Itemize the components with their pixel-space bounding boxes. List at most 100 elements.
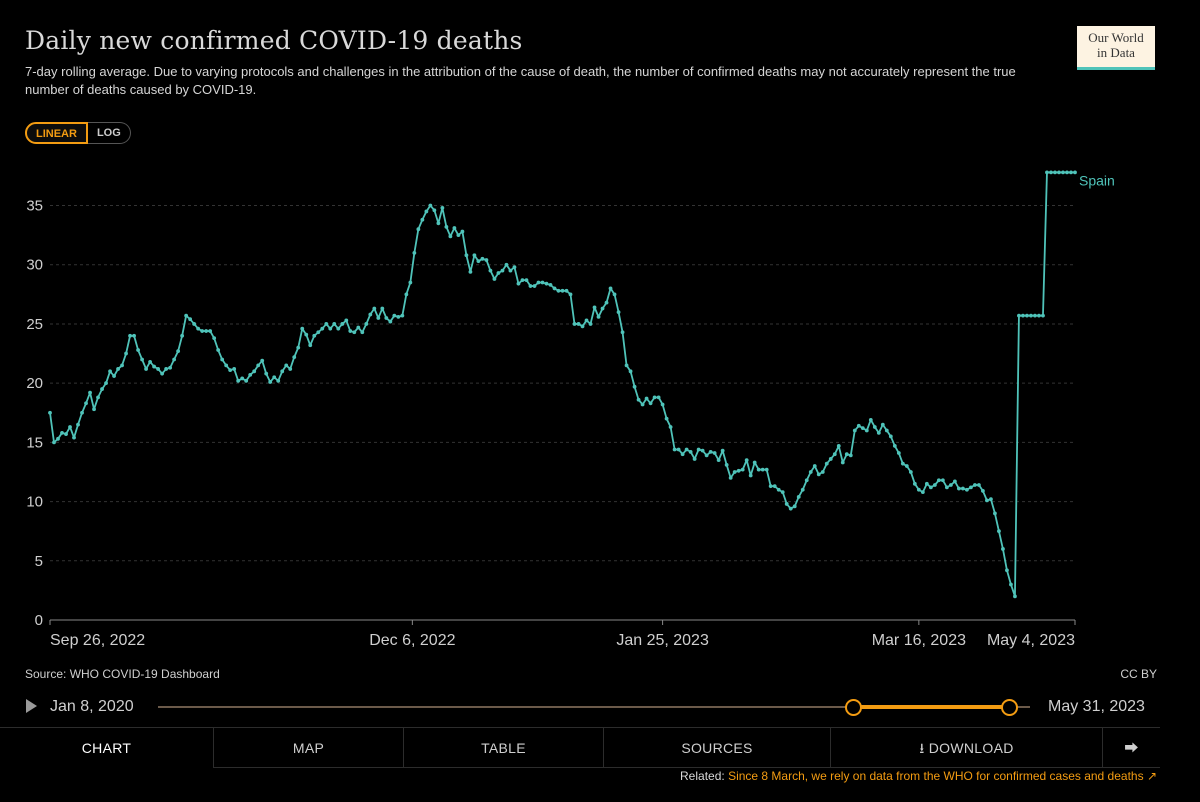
data-point[interactable] (712, 451, 717, 455)
data-point[interactable] (460, 229, 465, 234)
external-link-icon[interactable]: ↗ (1146, 769, 1157, 783)
data-point[interactable] (408, 280, 413, 285)
data-point[interactable] (428, 203, 433, 208)
data-point[interactable] (452, 226, 457, 230)
data-point[interactable] (240, 376, 245, 381)
data-point[interactable] (212, 336, 217, 341)
data-point[interactable] (552, 286, 557, 291)
data-point[interactable] (660, 402, 665, 407)
data-point[interactable] (616, 310, 621, 315)
data-point[interactable] (804, 478, 809, 483)
data-point[interactable] (344, 318, 349, 323)
data-point[interactable] (740, 467, 745, 472)
data-point[interactable] (60, 430, 64, 435)
data-point[interactable] (808, 470, 813, 474)
data-point[interactable] (692, 457, 697, 461)
data-point[interactable] (300, 326, 305, 331)
data-point[interactable] (1069, 170, 1073, 175)
data-point[interactable] (844, 452, 849, 457)
data-point[interactable] (928, 485, 933, 490)
data-point[interactable] (140, 357, 144, 362)
play-icon[interactable] (26, 699, 37, 713)
data-point[interactable] (860, 426, 865, 431)
data-point[interactable] (124, 351, 128, 356)
data-point[interactable] (600, 306, 605, 311)
share-button[interactable]: ⮕ (1102, 728, 1160, 768)
data-point[interactable] (348, 329, 353, 333)
data-point[interactable] (985, 498, 989, 503)
data-point[interactable] (332, 322, 337, 326)
data-point[interactable] (164, 367, 169, 371)
data-point[interactable] (144, 367, 148, 371)
data-point[interactable] (116, 367, 120, 371)
data-point[interactable] (1021, 313, 1025, 318)
data-point[interactable] (824, 461, 829, 466)
data-point[interactable] (392, 313, 397, 318)
data-point[interactable] (736, 468, 741, 473)
timeline-start-handle[interactable] (845, 699, 862, 716)
data-point[interactable] (952, 479, 957, 484)
data-point[interactable] (989, 497, 993, 502)
data-point[interactable] (96, 395, 100, 400)
data-point[interactable] (168, 365, 173, 370)
data-point[interactable] (508, 268, 513, 273)
data-point[interactable] (993, 511, 997, 516)
data-point[interactable] (296, 345, 301, 350)
data-point[interactable] (828, 457, 833, 461)
data-point[interactable] (664, 416, 669, 421)
data-point[interactable] (796, 494, 801, 499)
data-point[interactable] (480, 256, 485, 261)
data-point[interactable] (632, 384, 637, 389)
data-point[interactable] (108, 369, 112, 374)
data-point[interactable] (700, 448, 705, 453)
data-point[interactable] (268, 380, 273, 384)
related-link[interactable]: Since 8 March, we rely on data from the … (728, 769, 1144, 783)
tab-map[interactable]: MAP (213, 728, 403, 768)
data-point[interactable] (136, 348, 140, 352)
data-point[interactable] (336, 326, 341, 331)
data-point[interactable] (372, 306, 377, 311)
data-point[interactable] (288, 367, 293, 371)
data-point[interactable] (1065, 170, 1069, 175)
data-point[interactable] (944, 485, 949, 490)
data-point[interactable] (728, 475, 733, 480)
data-point[interactable] (640, 402, 645, 407)
data-point[interactable] (820, 470, 825, 474)
data-point[interactable] (620, 330, 625, 335)
data-point[interactable] (973, 483, 977, 487)
owid-logo[interactable]: Our World in Data (1077, 26, 1155, 70)
data-point[interactable] (184, 313, 189, 318)
timeline-selected-range[interactable] (853, 705, 1009, 709)
data-point[interactable] (76, 422, 80, 427)
tab-sources[interactable]: SOURCES (603, 728, 830, 768)
data-point[interactable] (384, 316, 389, 320)
data-point[interactable] (512, 265, 517, 270)
data-point[interactable] (1013, 594, 1017, 599)
data-point[interactable] (264, 371, 269, 376)
data-point[interactable] (400, 313, 405, 318)
data-point[interactable] (772, 484, 777, 489)
data-point[interactable] (896, 451, 901, 455)
data-point[interactable] (1029, 313, 1033, 318)
data-point[interactable] (228, 368, 233, 373)
data-point[interactable] (532, 284, 537, 288)
data-point[interactable] (884, 428, 889, 433)
data-point[interactable] (476, 259, 481, 264)
data-point[interactable] (188, 317, 193, 322)
data-point[interactable] (920, 490, 925, 495)
data-point[interactable] (68, 425, 72, 429)
data-point[interactable] (244, 378, 249, 383)
data-point[interactable] (977, 483, 981, 487)
data-point[interactable] (724, 462, 729, 467)
data-point[interactable] (564, 288, 569, 293)
data-point[interactable] (864, 428, 869, 433)
data-point[interactable] (224, 363, 229, 368)
data-point[interactable] (764, 467, 769, 472)
data-point[interactable] (440, 205, 445, 210)
data-point[interactable] (56, 436, 60, 441)
data-point[interactable] (536, 280, 541, 285)
data-point[interactable] (472, 253, 477, 258)
data-point[interactable] (628, 369, 633, 374)
data-point[interactable] (568, 292, 573, 297)
data-point[interactable] (708, 449, 713, 454)
